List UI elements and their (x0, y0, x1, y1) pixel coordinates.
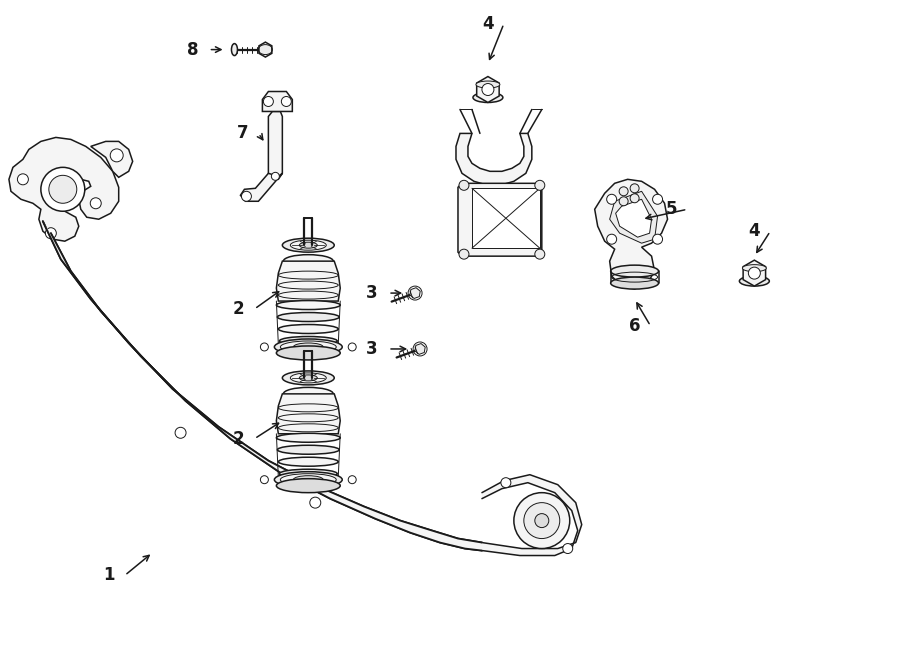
Ellipse shape (279, 469, 338, 478)
Ellipse shape (284, 387, 333, 401)
Ellipse shape (231, 44, 238, 56)
Polygon shape (91, 141, 132, 177)
Ellipse shape (300, 375, 318, 381)
Polygon shape (268, 112, 283, 179)
Polygon shape (263, 91, 293, 112)
Ellipse shape (611, 265, 659, 277)
Ellipse shape (293, 476, 323, 484)
Circle shape (45, 228, 57, 239)
Polygon shape (9, 137, 119, 241)
Circle shape (282, 97, 292, 106)
Ellipse shape (611, 277, 659, 289)
Circle shape (630, 194, 639, 203)
Circle shape (482, 83, 494, 95)
Circle shape (514, 492, 570, 549)
Ellipse shape (276, 479, 340, 492)
Circle shape (260, 476, 268, 484)
Circle shape (652, 234, 662, 244)
Circle shape (607, 194, 616, 204)
Circle shape (619, 197, 628, 206)
Circle shape (310, 497, 320, 508)
Ellipse shape (279, 336, 338, 346)
Circle shape (110, 149, 123, 162)
Ellipse shape (473, 93, 503, 102)
Polygon shape (415, 344, 425, 354)
Text: 3: 3 (366, 284, 378, 302)
Circle shape (264, 97, 274, 106)
Circle shape (260, 343, 268, 351)
Text: 3: 3 (366, 340, 378, 358)
Ellipse shape (740, 276, 770, 286)
Circle shape (652, 194, 662, 204)
Ellipse shape (277, 446, 339, 454)
Polygon shape (616, 199, 652, 237)
Ellipse shape (277, 313, 339, 321)
Polygon shape (609, 191, 658, 243)
Ellipse shape (281, 341, 337, 353)
Text: 4: 4 (482, 15, 494, 32)
Text: 4: 4 (749, 222, 760, 240)
Ellipse shape (278, 457, 338, 466)
Polygon shape (477, 77, 500, 102)
Ellipse shape (300, 242, 318, 248)
Ellipse shape (274, 472, 342, 488)
Text: 6: 6 (629, 317, 641, 335)
Polygon shape (43, 221, 482, 551)
Ellipse shape (293, 343, 323, 351)
Polygon shape (276, 261, 340, 301)
Ellipse shape (742, 264, 766, 272)
Ellipse shape (278, 325, 338, 334)
Circle shape (348, 476, 356, 484)
Circle shape (749, 267, 760, 279)
Circle shape (49, 175, 76, 204)
Circle shape (40, 167, 85, 212)
Ellipse shape (274, 339, 342, 355)
Circle shape (17, 174, 29, 185)
Ellipse shape (283, 238, 334, 252)
Polygon shape (240, 173, 283, 201)
Circle shape (524, 502, 560, 539)
Ellipse shape (476, 81, 500, 88)
Circle shape (619, 187, 628, 196)
Text: 2: 2 (232, 300, 244, 318)
Ellipse shape (276, 301, 340, 309)
Text: 7: 7 (237, 124, 248, 142)
Polygon shape (472, 188, 540, 248)
Circle shape (501, 478, 511, 488)
Circle shape (535, 514, 549, 527)
Circle shape (348, 343, 356, 351)
Text: 5: 5 (666, 200, 678, 218)
Circle shape (535, 180, 544, 190)
Circle shape (630, 184, 639, 193)
Polygon shape (259, 42, 272, 57)
Polygon shape (456, 134, 532, 185)
Circle shape (562, 543, 572, 553)
Circle shape (176, 427, 186, 438)
Circle shape (607, 234, 616, 244)
Ellipse shape (276, 346, 340, 360)
Polygon shape (458, 183, 542, 256)
Polygon shape (410, 288, 420, 299)
Circle shape (272, 173, 279, 180)
Polygon shape (595, 179, 668, 289)
Circle shape (241, 191, 251, 201)
Ellipse shape (284, 254, 333, 268)
Circle shape (459, 180, 469, 190)
Text: 1: 1 (103, 566, 114, 584)
Text: 2: 2 (232, 430, 244, 447)
Polygon shape (276, 394, 340, 434)
Ellipse shape (281, 474, 337, 486)
Text: 8: 8 (187, 40, 198, 59)
Circle shape (535, 249, 544, 259)
Circle shape (459, 249, 469, 259)
Polygon shape (743, 260, 766, 286)
Ellipse shape (291, 373, 327, 383)
Circle shape (90, 198, 101, 209)
Ellipse shape (291, 240, 327, 250)
Polygon shape (482, 475, 581, 555)
Ellipse shape (283, 371, 334, 385)
Ellipse shape (276, 433, 340, 442)
